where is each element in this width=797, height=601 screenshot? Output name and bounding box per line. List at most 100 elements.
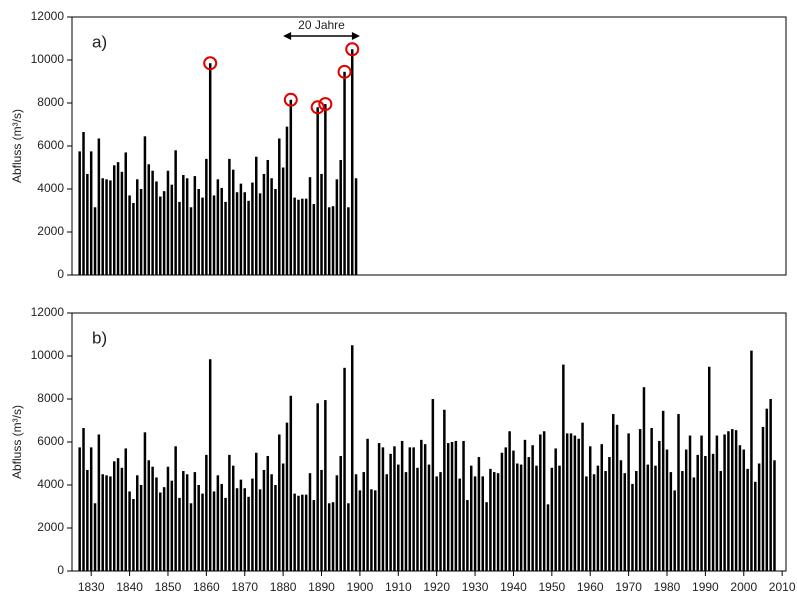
- bar: [297, 495, 300, 571]
- bar: [658, 440, 661, 571]
- x-tick-label: 1830: [78, 580, 105, 594]
- bar: [101, 178, 104, 275]
- bar: [170, 184, 174, 275]
- bar: [523, 439, 527, 571]
- bar: [366, 438, 369, 571]
- bar: [151, 170, 154, 275]
- bar: [734, 430, 738, 571]
- bar: [293, 493, 296, 571]
- bar: [243, 488, 246, 571]
- bar: [746, 468, 749, 571]
- bar: [324, 400, 327, 571]
- x-tick-label: 1960: [577, 580, 604, 594]
- bar: [147, 164, 151, 275]
- arrow-head: [351, 32, 360, 40]
- y-tick-label: 0: [57, 267, 64, 281]
- bar: [496, 473, 500, 571]
- y-tick-label: 12000: [31, 305, 65, 319]
- bar: [615, 424, 619, 571]
- bar: [136, 179, 139, 275]
- bar: [327, 503, 331, 571]
- bar: [454, 440, 458, 571]
- bar: [458, 478, 461, 571]
- y-tick-label: 10000: [31, 348, 65, 362]
- x-tick-label: 1930: [462, 580, 489, 594]
- bar: [508, 431, 511, 571]
- bar: [112, 165, 116, 275]
- bar: [182, 471, 185, 571]
- bar: [201, 197, 204, 275]
- bar: [539, 434, 542, 571]
- bar: [673, 490, 676, 571]
- y-axis-label: Abfluss (m³/s): [10, 109, 24, 183]
- bar: [362, 472, 365, 571]
- bar: [761, 426, 765, 571]
- bar: [650, 428, 653, 571]
- bar: [385, 474, 389, 571]
- y-tick-label: 6000: [37, 138, 64, 152]
- bar: [773, 460, 776, 571]
- bar: [631, 483, 634, 571]
- highlight-circle: [337, 64, 352, 79]
- bar: [696, 454, 699, 571]
- highlight-circle: [310, 100, 325, 115]
- bar: [439, 472, 442, 571]
- y-tick-label: 6000: [37, 434, 64, 448]
- bar: [255, 452, 258, 571]
- bar: [124, 448, 127, 571]
- bar: [231, 169, 235, 275]
- bar: [116, 162, 120, 275]
- bar: [197, 189, 200, 275]
- bar: [205, 158, 208, 275]
- bar: [573, 435, 577, 571]
- bar: [174, 446, 177, 571]
- bar: [466, 500, 469, 571]
- bar: [143, 432, 147, 571]
- bar: [243, 192, 246, 275]
- bar: [147, 460, 151, 571]
- bar: [550, 467, 554, 571]
- bar: [189, 503, 193, 571]
- bar: [343, 71, 346, 275]
- bar: [546, 504, 550, 571]
- bar: [101, 474, 104, 571]
- bar: [554, 448, 557, 571]
- bar: [654, 465, 657, 571]
- bar: [228, 158, 231, 275]
- highlight-circle: [318, 97, 333, 112]
- bar: [162, 487, 166, 571]
- bar: [143, 136, 147, 275]
- highlight-circle: [203, 56, 218, 71]
- bar: [297, 199, 300, 275]
- bar: [489, 468, 492, 571]
- x-tick-label: 1950: [538, 580, 565, 594]
- bar: [116, 458, 120, 571]
- bar: [627, 433, 630, 571]
- bar: [642, 387, 646, 571]
- bar: [331, 206, 335, 275]
- bar: [684, 449, 688, 571]
- bar: [535, 465, 538, 571]
- bar: [608, 457, 611, 571]
- bar: [316, 107, 319, 275]
- y-tick-label: 12000: [31, 9, 65, 23]
- bar: [324, 104, 327, 275]
- bar: [308, 473, 312, 571]
- bar: [339, 455, 342, 571]
- y-tick-label: 4000: [37, 181, 64, 195]
- bar: [89, 151, 93, 275]
- bar: [289, 99, 293, 276]
- bar: [86, 469, 89, 571]
- bar: [493, 472, 496, 571]
- bar: [661, 410, 665, 571]
- bar: [335, 475, 339, 571]
- bar: [469, 465, 473, 571]
- bar: [132, 498, 135, 571]
- bar: [446, 443, 450, 571]
- bar: [558, 465, 561, 571]
- bar: [170, 480, 174, 571]
- bar: [481, 476, 484, 571]
- bar: [688, 435, 692, 571]
- bar: [285, 126, 289, 276]
- bar: [431, 399, 435, 571]
